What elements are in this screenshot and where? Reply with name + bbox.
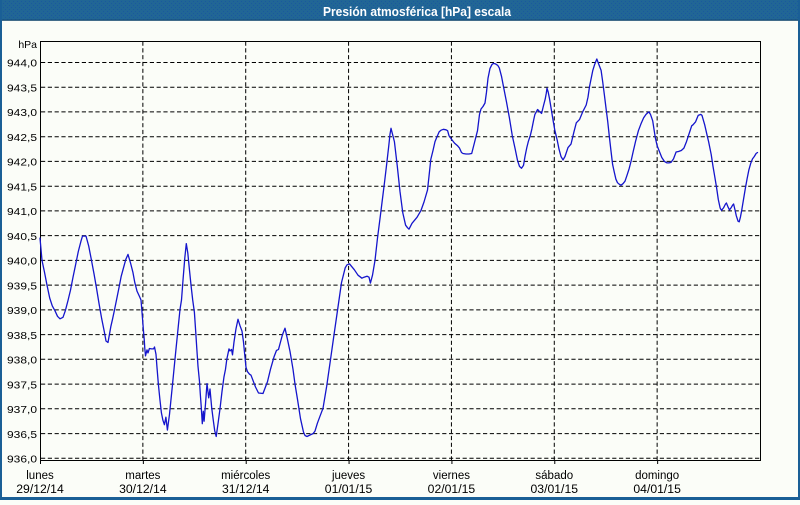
svg-text:940,5: 940,5 (7, 232, 38, 243)
svg-text:937,5: 937,5 (7, 380, 38, 391)
svg-text:sábado: sábado (535, 470, 573, 482)
svg-text:936,5: 936,5 (7, 430, 38, 441)
svg-text:943,0: 943,0 (7, 108, 38, 119)
svg-text:miércoles: miércoles (221, 470, 270, 482)
svg-text:jueves: jueves (331, 470, 365, 482)
svg-text:944,0: 944,0 (7, 59, 38, 70)
svg-text:lunes: lunes (26, 470, 54, 482)
svg-text:939,0: 939,0 (7, 306, 38, 317)
svg-text:939,5: 939,5 (7, 281, 38, 292)
svg-text:30/12/14: 30/12/14 (119, 484, 167, 496)
svg-text:943,5: 943,5 (7, 83, 38, 94)
svg-text:29/12/14: 29/12/14 (16, 484, 64, 496)
svg-text:941,0: 941,0 (7, 207, 38, 218)
svg-text:01/01/15: 01/01/15 (325, 484, 373, 496)
svg-text:938,5: 938,5 (7, 331, 38, 342)
svg-text:936,0: 936,0 (7, 455, 38, 466)
svg-text:02/01/15: 02/01/15 (428, 484, 476, 496)
svg-text:942,0: 942,0 (7, 158, 38, 169)
svg-text:martes: martes (125, 470, 160, 482)
svg-text:domingo: domingo (635, 470, 679, 482)
svg-text:hPa: hPa (18, 39, 37, 51)
svg-text:31/12/14: 31/12/14 (222, 484, 270, 496)
svg-text:940,0: 940,0 (7, 257, 38, 268)
svg-text:938,0: 938,0 (7, 356, 38, 367)
svg-text:942,5: 942,5 (7, 133, 38, 144)
svg-text:viernes: viernes (433, 470, 470, 482)
svg-text:937,0: 937,0 (7, 405, 38, 416)
svg-text:04/01/15: 04/01/15 (633, 484, 681, 496)
svg-text:941,5: 941,5 (7, 182, 38, 193)
svg-text:03/01/15: 03/01/15 (531, 484, 579, 496)
svg-text:Presión atmosférica [hPa] esca: Presión atmosférica [hPa] escala (323, 5, 512, 19)
